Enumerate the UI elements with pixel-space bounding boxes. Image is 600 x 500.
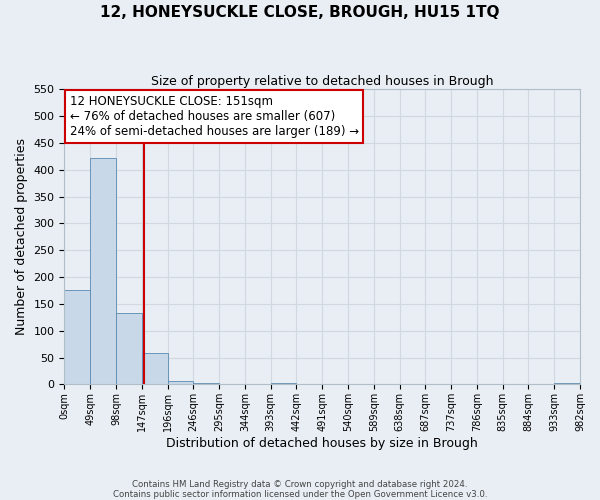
Text: 12 HONEYSUCKLE CLOSE: 151sqm
← 76% of detached houses are smaller (607)
24% of s: 12 HONEYSUCKLE CLOSE: 151sqm ← 76% of de…: [70, 95, 359, 138]
Text: Contains HM Land Registry data © Crown copyright and database right 2024.
Contai: Contains HM Land Registry data © Crown c…: [113, 480, 487, 499]
Y-axis label: Number of detached properties: Number of detached properties: [15, 138, 28, 336]
Bar: [116, 313, 142, 384]
Bar: [90, 158, 116, 384]
Text: 12, HONEYSUCKLE CLOSE, BROUGH, HU15 1TQ: 12, HONEYSUCKLE CLOSE, BROUGH, HU15 1TQ: [100, 5, 500, 20]
Bar: [142, 354, 167, 384]
Bar: [167, 380, 193, 384]
X-axis label: Distribution of detached houses by size in Brough: Distribution of detached houses by size …: [166, 437, 478, 450]
Bar: [64, 290, 90, 384]
Title: Size of property relative to detached houses in Brough: Size of property relative to detached ho…: [151, 75, 493, 88]
